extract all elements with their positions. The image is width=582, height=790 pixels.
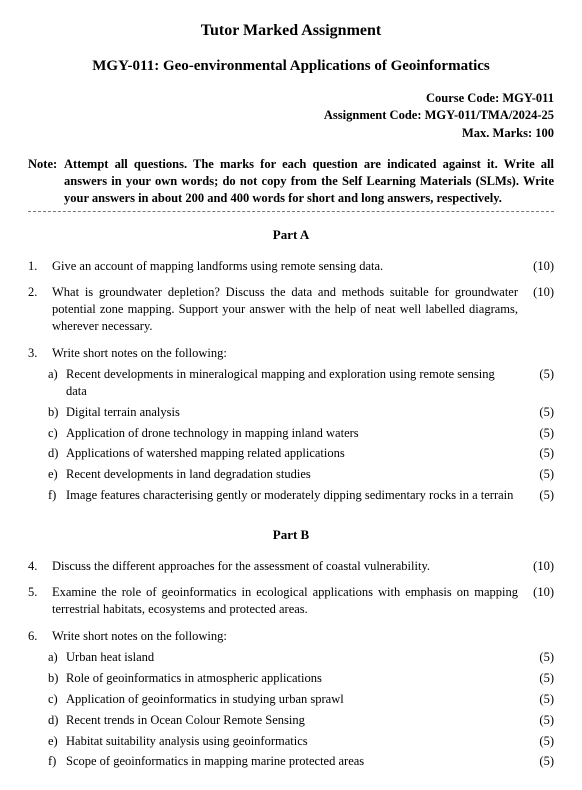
sub-item: f) Image features characterising gently … <box>46 487 554 504</box>
sub-text: Recent developments in mineralogical map… <box>66 366 526 400</box>
sub-letter: f) <box>46 753 66 770</box>
q-text: Examine the role of geoinformatics in ec… <box>52 584 526 618</box>
question-6: 6. Write short notes on the following: <box>28 628 554 645</box>
q-text: Write short notes on the following: <box>52 628 526 645</box>
sub-letter: c) <box>46 425 66 442</box>
q-number: 3. <box>28 345 52 362</box>
question-1: 1. Give an account of mapping landforms … <box>28 258 554 275</box>
sub-letter: c) <box>46 691 66 708</box>
sub-text: Application of geoinformatics in studyin… <box>66 691 526 708</box>
main-title: Tutor Marked Assignment <box>28 20 554 42</box>
sub-item: b) Digital terrain analysis (5) <box>46 404 554 421</box>
q-number: 2. <box>28 284 52 335</box>
sub-marks: (5) <box>526 753 554 770</box>
sub-text: Recent trends in Ocean Colour Remote Sen… <box>66 712 526 729</box>
sub-item: d) Applications of watershed mapping rel… <box>46 445 554 462</box>
question-5: 5. Examine the role of geoinformatics in… <box>28 584 554 618</box>
question-4: 4. Discuss the different approaches for … <box>28 558 554 575</box>
course-title: MGY-011: Geo-environmental Applications … <box>28 56 554 76</box>
sub-letter: d) <box>46 445 66 462</box>
sub-marks: (5) <box>526 733 554 750</box>
course-code: Course Code: MGY-011 <box>28 90 554 108</box>
question-3-subitems: a) Recent developments in mineralogical … <box>46 366 554 504</box>
sub-letter: a) <box>46 649 66 666</box>
part-a-title: Part A <box>28 226 554 244</box>
note-block: Note: Attempt all questions. The marks f… <box>28 156 554 207</box>
q-text: Give an account of mapping landforms usi… <box>52 258 526 275</box>
sub-letter: d) <box>46 712 66 729</box>
sub-marks: (5) <box>526 445 554 462</box>
q-marks: (10) <box>526 284 554 335</box>
sub-marks: (5) <box>526 649 554 666</box>
sub-marks: (5) <box>526 366 554 400</box>
sub-item: e) Habitat suitability analysis using ge… <box>46 733 554 750</box>
q-number: 5. <box>28 584 52 618</box>
sub-text: Applications of watershed mapping relate… <box>66 445 526 462</box>
sub-item: a) Urban heat island (5) <box>46 649 554 666</box>
q-marks: (10) <box>526 558 554 575</box>
sub-marks: (5) <box>526 670 554 687</box>
sub-marks: (5) <box>526 404 554 421</box>
sub-text: Application of drone technology in mappi… <box>66 425 526 442</box>
sub-text: Scope of geoinformatics in mapping marin… <box>66 753 526 770</box>
sub-letter: a) <box>46 366 66 400</box>
q-marks: (10) <box>526 258 554 275</box>
part-b-title: Part B <box>28 526 554 544</box>
question-3: 3. Write short notes on the following: <box>28 345 554 362</box>
q-text: What is groundwater depletion? Discuss t… <box>52 284 526 335</box>
assignment-code: Assignment Code: MGY-011/TMA/2024-25 <box>28 107 554 125</box>
sub-letter: f) <box>46 487 66 504</box>
sub-text: Image features characterising gently or … <box>66 487 526 504</box>
sub-marks: (5) <box>526 691 554 708</box>
sub-marks: (5) <box>526 466 554 483</box>
sub-item: c) Application of drone technology in ma… <box>46 425 554 442</box>
sub-text: Recent developments in land degradation … <box>66 466 526 483</box>
sub-text: Habitat suitability analysis using geoin… <box>66 733 526 750</box>
note-label: Note: <box>28 156 64 207</box>
sub-item: c) Application of geoinformatics in stud… <box>46 691 554 708</box>
sub-marks: (5) <box>526 425 554 442</box>
q-number: 6. <box>28 628 52 645</box>
sub-letter: b) <box>46 670 66 687</box>
q-text: Write short notes on the following: <box>52 345 526 362</box>
sub-marks: (5) <box>526 487 554 504</box>
sub-letter: e) <box>46 733 66 750</box>
question-6-subitems: a) Urban heat island (5) b) Role of geoi… <box>46 649 554 770</box>
meta-block: Course Code: MGY-011 Assignment Code: MG… <box>28 90 554 143</box>
max-marks: Max. Marks: 100 <box>28 125 554 143</box>
q-number: 1. <box>28 258 52 275</box>
sub-letter: e) <box>46 466 66 483</box>
sub-item: a) Recent developments in mineralogical … <box>46 366 554 400</box>
sub-text: Role of geoinformatics in atmospheric ap… <box>66 670 526 687</box>
sub-item: d) Recent trends in Ocean Colour Remote … <box>46 712 554 729</box>
sub-text: Digital terrain analysis <box>66 404 526 421</box>
q-number: 4. <box>28 558 52 575</box>
q-marks: (10) <box>526 584 554 618</box>
note-text: Attempt all questions. The marks for eac… <box>64 156 554 207</box>
sub-item: e) Recent developments in land degradati… <box>46 466 554 483</box>
sub-item: b) Role of geoinformatics in atmospheric… <box>46 670 554 687</box>
sub-item: f) Scope of geoinformatics in mapping ma… <box>46 753 554 770</box>
sub-marks: (5) <box>526 712 554 729</box>
question-2: 2. What is groundwater depletion? Discus… <box>28 284 554 335</box>
q-marks <box>526 628 554 645</box>
q-marks <box>526 345 554 362</box>
sub-text: Urban heat island <box>66 649 526 666</box>
q-text: Discuss the different approaches for the… <box>52 558 526 575</box>
divider <box>28 211 554 212</box>
sub-letter: b) <box>46 404 66 421</box>
